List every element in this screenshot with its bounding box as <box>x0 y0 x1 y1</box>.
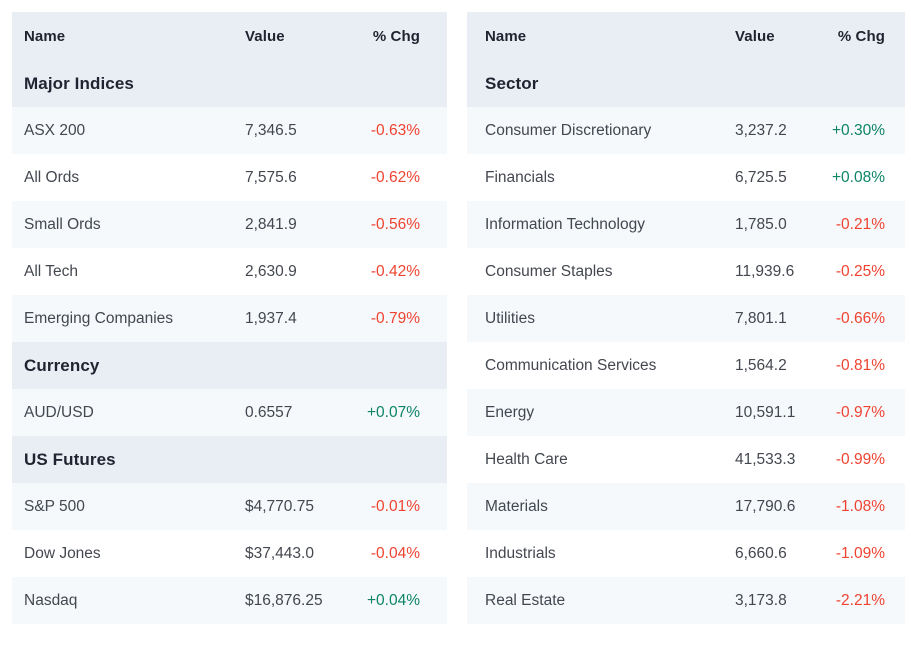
row-change: -0.79% <box>370 309 420 327</box>
table-row: Consumer Staples 11,939.6 -0.25% <box>467 248 905 295</box>
indices-table: Name Value % Chg Major Indices ASX 200 7,346.… <box>12 12 447 624</box>
column-header-value: Value <box>245 27 285 45</box>
row-value: 10,591.1 <box>735 403 796 421</box>
sectors-table: Name Value % Chg Sector Consumer Discretiona… <box>467 12 905 624</box>
row-value: 11,939.6 <box>735 262 795 280</box>
section-header-row: Sector <box>467 60 905 107</box>
row-name: Real Estate <box>485 591 566 609</box>
table-row: All Ords 7,575.6 -0.62% <box>12 154 447 201</box>
table-row: ASX 200 7,346.5 -0.63% <box>12 107 447 154</box>
column-header-chg: % Chg <box>372 27 420 45</box>
row-change: -2.21% <box>835 591 885 609</box>
row-change: -0.56% <box>370 215 420 233</box>
row-change: -0.25% <box>835 262 885 280</box>
section-header-row: Currency <box>12 342 447 389</box>
row-change: -0.21% <box>835 215 885 233</box>
table-row: Real Estate 3,173.8 -2.21% <box>467 577 905 624</box>
row-name: Health Care <box>485 450 568 468</box>
section-title: US Futures <box>24 449 116 469</box>
column-header-value: Value <box>735 27 775 45</box>
section-header-row: Major Indices <box>12 60 447 107</box>
row-change: +0.30% <box>831 121 885 139</box>
row-name: Industrials <box>485 544 556 562</box>
table-row: Utilities 7,801.1 -0.66% <box>467 295 905 342</box>
table-row: S&P 500 $4,770.75 -0.01% <box>12 483 447 530</box>
table-row: Consumer Discretionary 3,237.2 +0.30% <box>467 107 905 154</box>
row-value: 41,533.3 <box>735 450 796 468</box>
row-name: Consumer Discretionary <box>485 121 652 139</box>
table-row: Nasdaq $16,876.25 +0.04% <box>12 577 447 624</box>
row-change: -0.01% <box>370 497 420 515</box>
table-row: Small Ords 2,841.9 -0.56% <box>12 201 447 248</box>
row-name: All Ords <box>24 168 80 186</box>
row-name: S&P 500 <box>24 497 85 515</box>
row-name: Consumer Staples <box>485 262 613 280</box>
table-row: Energy 10,591.1 -0.97% <box>467 389 905 436</box>
table-row: Industrials 6,660.6 -1.09% <box>467 530 905 577</box>
row-value: 6,725.5 <box>735 168 787 186</box>
table-row: All Tech 2,630.9 -0.42% <box>12 248 447 295</box>
row-value: 1,785.0 <box>735 215 787 233</box>
row-value: $16,876.25 <box>245 591 323 609</box>
section-title: Sector <box>485 73 539 93</box>
row-name: Materials <box>485 497 548 515</box>
table-row: Information Technology 1,785.0 -0.21% <box>467 201 905 248</box>
row-value: 7,575.6 <box>245 168 297 186</box>
row-name: Communication Services <box>485 356 657 374</box>
row-name: AUD/USD <box>24 403 94 421</box>
row-value: 1,564.2 <box>735 356 787 374</box>
column-header-name: Name <box>24 27 66 45</box>
column-header-row: Name Value % Chg <box>467 12 905 60</box>
row-name: Energy <box>485 403 535 421</box>
row-value: 3,237.2 <box>735 121 787 139</box>
row-change: -0.62% <box>370 168 420 186</box>
section-title: Major Indices <box>24 73 134 93</box>
row-value: 7,346.5 <box>245 121 297 139</box>
row-value: $37,443.0 <box>245 544 314 562</box>
table-row: Emerging Companies 1,937.4 -0.79% <box>12 295 447 342</box>
row-name: Utilities <box>485 309 535 327</box>
row-value: 3,173.8 <box>735 591 787 609</box>
column-header-name: Name <box>485 27 527 45</box>
row-change: -1.08% <box>835 497 885 515</box>
row-change: -0.66% <box>835 309 885 327</box>
row-change: -0.04% <box>370 544 420 562</box>
row-change: -0.63% <box>370 121 420 139</box>
row-name: Financials <box>485 168 555 186</box>
table-row: Communication Services 1,564.2 -0.81% <box>467 342 905 389</box>
table-row: Materials 17,790.6 -1.08% <box>467 483 905 530</box>
row-name: Dow Jones <box>24 544 101 562</box>
row-value: 7,801.1 <box>735 309 787 327</box>
row-name: ASX 200 <box>24 121 86 139</box>
row-change: -0.81% <box>835 356 885 374</box>
table-row: AUD/USD 0.6557 +0.07% <box>12 389 447 436</box>
row-value: 17,790.6 <box>735 497 796 515</box>
row-value: $4,770.75 <box>245 497 314 515</box>
column-header-row: Name Value % Chg <box>12 12 447 60</box>
row-change: +0.07% <box>366 403 420 421</box>
section-header-row: US Futures <box>12 436 447 483</box>
row-change: -1.09% <box>835 544 885 562</box>
row-name: Information Technology <box>485 215 645 233</box>
table-row: Financials 6,725.5 +0.08% <box>467 154 905 201</box>
row-value: 6,660.6 <box>735 544 787 562</box>
row-value: 0.6557 <box>245 403 293 421</box>
table-row: Health Care 41,533.3 -0.99% <box>467 436 905 483</box>
row-value: 2,841.9 <box>245 215 297 233</box>
row-value: 2,630.9 <box>245 262 297 280</box>
row-name: Small Ords <box>24 215 101 233</box>
row-value: 1,937.4 <box>245 309 297 327</box>
table-row: Dow Jones $37,443.0 -0.04% <box>12 530 447 577</box>
row-change: -0.42% <box>370 262 420 280</box>
row-change: +0.08% <box>831 168 885 186</box>
row-name: All Tech <box>24 262 78 280</box>
row-name: Nasdaq <box>24 591 78 609</box>
row-change: -0.97% <box>835 403 885 421</box>
column-header-chg: % Chg <box>837 27 885 45</box>
section-title: Currency <box>24 355 100 375</box>
row-change: -0.99% <box>835 450 885 468</box>
row-change: +0.04% <box>366 591 420 609</box>
row-name: Emerging Companies <box>24 309 174 327</box>
